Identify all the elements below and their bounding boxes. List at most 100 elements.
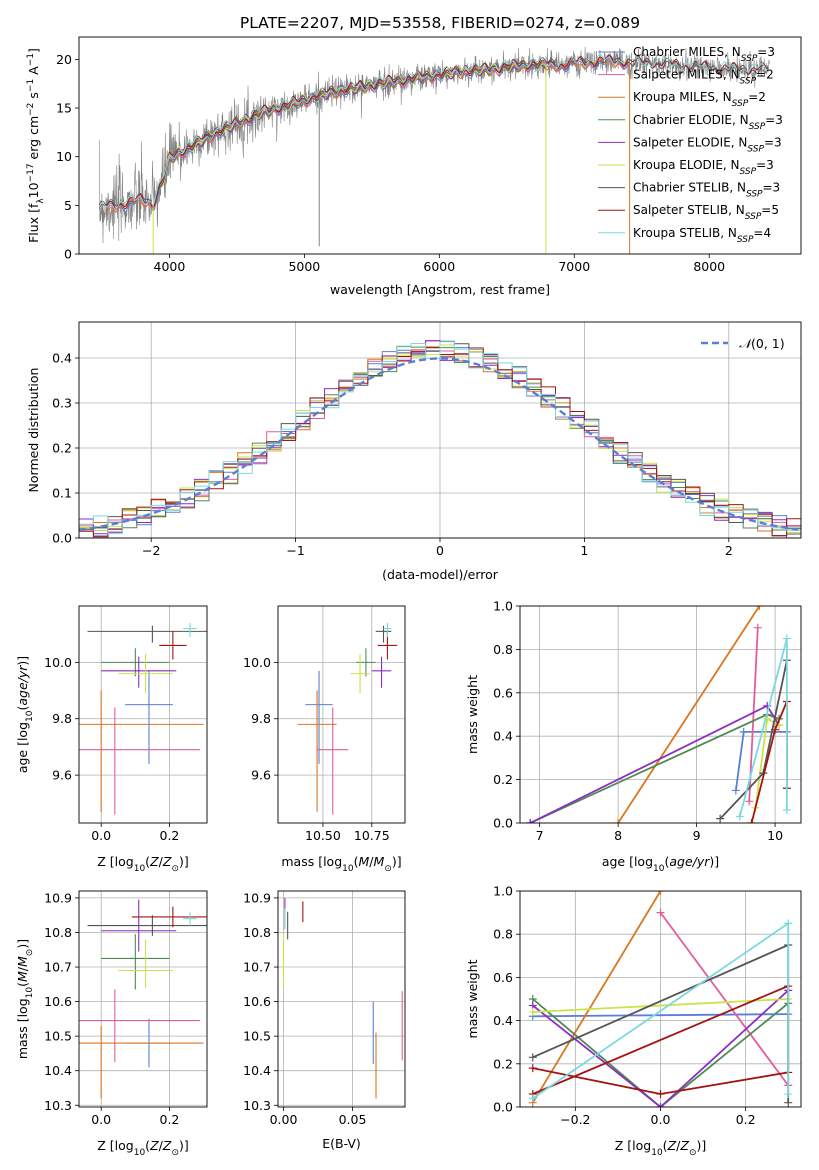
mass-weight-marker xyxy=(528,1064,537,1073)
mass-weight-marker xyxy=(784,919,793,928)
axes-mass_vs_Z: 0.0 0.2 10.3 10.4 10.5 10.6 10.7 10.8 10.9 Z [log… xyxy=(15,890,208,1158)
x-tick-label: 4000 xyxy=(154,259,186,274)
y-axis-label: Normed distribution xyxy=(26,368,41,493)
x-tick-label: 1 xyxy=(580,543,588,558)
legend-label: Salpeter ELODIE, NSSP=3 xyxy=(633,135,782,154)
x-tick-label: 0.0 xyxy=(91,828,111,843)
mass-weight-line xyxy=(659,912,789,1086)
x-tick-label: 7000 xyxy=(558,259,590,274)
errorbar-point xyxy=(87,625,207,643)
mass-weight-line xyxy=(532,998,789,1107)
y-tick-label: 0.0 xyxy=(52,531,72,546)
plot-area-age_vs_mass xyxy=(278,606,405,823)
y-axis-label: mass weight xyxy=(465,675,480,754)
y-tick-label: 9.6 xyxy=(251,768,271,783)
x-tick-label: −2 xyxy=(142,543,160,558)
mass-weight-marker xyxy=(755,606,764,610)
y-tick-label: 10.3 xyxy=(243,1098,271,1113)
y-tick-label: 0.2 xyxy=(493,772,513,787)
plot-area-mass_weight_vs_age xyxy=(520,606,801,823)
x-tick-label: 5000 xyxy=(288,259,320,274)
x-tick-label: 6000 xyxy=(423,259,455,274)
x-axis-label: Z [log10(Z/Z⊙)] xyxy=(615,1138,707,1158)
errorbar-point xyxy=(79,690,204,812)
x-tick-label: 8 xyxy=(614,828,622,843)
legend-label: Kroupa MILES, NSSP=2 xyxy=(633,90,766,109)
x-axis-label: Z [log10(Z/Z⊙)] xyxy=(97,854,189,874)
plot-area-spectrum xyxy=(98,46,771,254)
mass-weight-marker xyxy=(782,805,791,814)
x-tick-label: 0.0 xyxy=(651,1112,671,1127)
y-tick-label: 9.6 xyxy=(52,768,72,783)
mass-weight-marker xyxy=(739,727,748,736)
mass-weight-marker xyxy=(528,1053,537,1062)
mass-weight-marker xyxy=(656,908,665,917)
y-tick-label: 0.2 xyxy=(493,1056,513,1071)
axes-spectrum: 4000 5000 6000 7000 8000 0 5 10 15 20 wavelength [… xyxy=(26,36,802,297)
mass-weight-marker xyxy=(528,1094,537,1103)
y-tick-label: 10.4 xyxy=(44,1063,72,1078)
y-tick-label: 1.0 xyxy=(493,884,513,899)
axes-frame-age_vs_mass xyxy=(277,605,406,824)
y-tick-label: 10.8 xyxy=(44,925,72,940)
gaussian-reference-line xyxy=(79,357,799,532)
x-axis-label: E(B-V) xyxy=(322,1136,361,1151)
axes-frame-age_vs_Z xyxy=(78,605,208,824)
errorbar-point xyxy=(356,648,376,677)
x-axis-label: (data-model)/error xyxy=(382,567,499,582)
legend-label: Kroupa ELODIE, NSSP=3 xyxy=(633,158,774,177)
model-spectrum-line xyxy=(98,53,769,210)
mass-weight-marker xyxy=(745,797,754,806)
errorbar-point xyxy=(125,670,173,764)
axes-mass_weight_vs_Z: −0.2 0.0 0.2 0.0 0.2 0.4 0.6 0.8 1.0 Z [log10(Z/Z… xyxy=(465,884,802,1158)
errorbar-point xyxy=(79,707,201,815)
y-axis-label: mass [log10(M/M⊙)] xyxy=(15,939,35,1059)
model-spectrum-line xyxy=(98,54,769,210)
mass-weight-marker xyxy=(656,1090,665,1099)
errorbar-point xyxy=(118,939,173,988)
mass-weight-marker xyxy=(731,786,740,795)
errorbar-point xyxy=(350,653,370,694)
x-tick-label: 0.2 xyxy=(736,1112,756,1127)
x-axis-label: age [log10(age/yr)] xyxy=(602,854,719,874)
y-tick-label: 10.9 xyxy=(44,890,72,905)
mass-weight-line xyxy=(532,998,789,1013)
y-tick-label: 0.6 xyxy=(493,970,513,985)
y-tick-label: 0.8 xyxy=(493,927,513,942)
x-tick-label: 10.75 xyxy=(354,828,390,843)
mass-weight-marker xyxy=(782,634,791,643)
errorbar-point xyxy=(297,690,337,812)
x-tick-label: 7 xyxy=(536,828,544,843)
axes-mass_vs_ebv: 0.00 0.05 10.3 10.4 10.5 10.6 10.7 10.8 10.9 E(B-… xyxy=(243,890,406,1151)
axes-age_vs_Z: 0.0 0.2 9.6 9.8 10.0 Z [log10(Z/Z⊙)] age [log1… xyxy=(15,605,208,874)
axes-frame-mass_weight_vs_Z xyxy=(519,890,802,1108)
errorbar-point xyxy=(371,656,392,688)
x-tick-label: 0.2 xyxy=(160,1112,180,1127)
y-axis-label: mass weight xyxy=(465,959,480,1038)
y-tick-label: 9.8 xyxy=(52,711,72,726)
axes-frame-mass_vs_ebv xyxy=(277,890,406,1108)
spectrum-legend: Chabrier MILES, NSSP=3 Salpeter MILES, NS… xyxy=(598,45,783,245)
y-tick-label: 10.7 xyxy=(243,960,271,975)
mass-weight-marker xyxy=(784,1090,793,1099)
errorbar-point xyxy=(118,653,173,694)
plot-area-mass_vs_ebv xyxy=(278,891,405,1107)
plot-area-age_vs_Z xyxy=(79,606,207,823)
mass-weight-marker xyxy=(716,814,725,823)
y-tick-label: 10.0 xyxy=(44,655,72,670)
x-tick-label: 9 xyxy=(693,828,701,843)
y-axis-label: Flux [fλ10−17 erg cm−2 s−1 A−1] xyxy=(26,48,46,243)
y-tick-label: 0.4 xyxy=(493,1013,513,1028)
x-tick-label: 0.0 xyxy=(91,1112,111,1127)
x-tick-label: 0.05 xyxy=(339,1112,367,1127)
y-tick-label: 0.3 xyxy=(52,396,72,411)
errorbar-point xyxy=(131,906,207,928)
residual-histogram-step xyxy=(79,341,801,537)
y-tick-label: 1.0 xyxy=(493,599,513,614)
plot-area-mass_vs_Z xyxy=(79,891,207,1107)
x-tick-label: 0.2 xyxy=(160,828,180,843)
y-tick-label: 5 xyxy=(64,198,72,213)
mass-weight-line xyxy=(532,1013,789,1018)
mass-weight-marker xyxy=(614,819,623,823)
